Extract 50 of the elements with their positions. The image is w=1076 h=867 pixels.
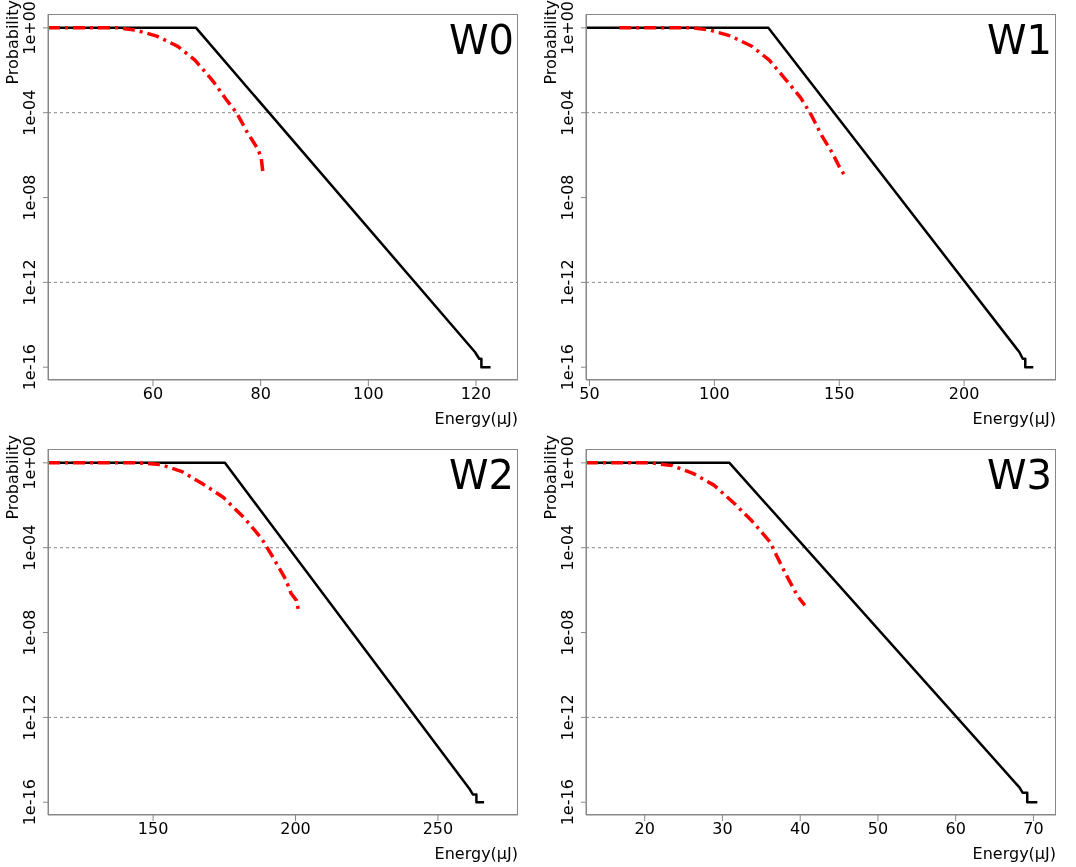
x-tick-label: 40 <box>790 819 811 839</box>
y-tick-label: 1e+00 <box>558 435 577 490</box>
y-axis-title: Probability <box>3 435 22 520</box>
x-tick-label: 70 <box>1023 819 1044 839</box>
x-tick-label: 100 <box>699 384 730 404</box>
x-tick-label: 80 <box>250 384 271 404</box>
y-tick-label: 1e-08 <box>20 609 39 656</box>
x-tick-label: 120 <box>460 384 492 404</box>
y-tick-label: 1e-12 <box>20 259 39 306</box>
x-tick-label: 150 <box>823 384 855 404</box>
y-tick-label: 1e-16 <box>20 344 39 391</box>
x-axis-title: Energy(μJ) <box>434 409 518 428</box>
x-axis-title: Energy(μJ) <box>434 844 518 863</box>
x-tick-label: 250 <box>422 819 454 839</box>
y-tick-label: 1e-16 <box>558 344 577 391</box>
y-tick-label: 1e-04 <box>558 524 577 571</box>
y-tick-label: 1e-08 <box>558 609 577 656</box>
annotation: W1 <box>987 17 1052 63</box>
x-axis-title: Energy(μJ) <box>972 844 1056 863</box>
y-axis-title: Probability <box>541 435 560 520</box>
x-axis-title: Energy(μJ) <box>972 409 1056 428</box>
y-axis-title: Probability <box>3 0 22 85</box>
y-tick-label: 1e-04 <box>558 89 577 136</box>
annotation: W0 <box>449 17 514 63</box>
x-tick-label: 30 <box>712 819 733 839</box>
y-tick-label: 1e-12 <box>558 259 577 306</box>
y-tick-label: 1e-16 <box>558 779 577 826</box>
x-tick-label: 20 <box>634 819 655 839</box>
y-tick-label: 1e-04 <box>20 524 39 571</box>
annotation: W3 <box>987 452 1052 498</box>
y-tick-label: 1e+00 <box>20 435 39 490</box>
x-tick-label: 150 <box>137 819 169 839</box>
y-tick-label: 1e-12 <box>558 694 577 741</box>
x-tick-label: 60 <box>142 384 164 404</box>
x-tick-label: 200 <box>280 819 311 839</box>
y-tick-label: 1e+00 <box>558 0 577 55</box>
x-tick-label: 50 <box>579 384 600 404</box>
y-tick-label: 1e-08 <box>20 174 39 221</box>
x-tick-label: 50 <box>867 819 889 839</box>
y-tick-label: 1e+00 <box>20 0 39 55</box>
x-tick-label: 200 <box>948 384 980 404</box>
x-tick-label: 60 <box>945 819 966 839</box>
y-tick-label: 1e-04 <box>20 89 39 136</box>
y-tick-label: 1e-16 <box>20 779 39 826</box>
annotation: W2 <box>449 452 514 498</box>
y-axis-title: Probability <box>541 0 560 85</box>
y-tick-label: 1e-12 <box>20 694 39 741</box>
x-tick-label: 100 <box>353 384 384 404</box>
y-tick-label: 1e-08 <box>558 174 577 221</box>
line-series <box>586 461 807 608</box>
